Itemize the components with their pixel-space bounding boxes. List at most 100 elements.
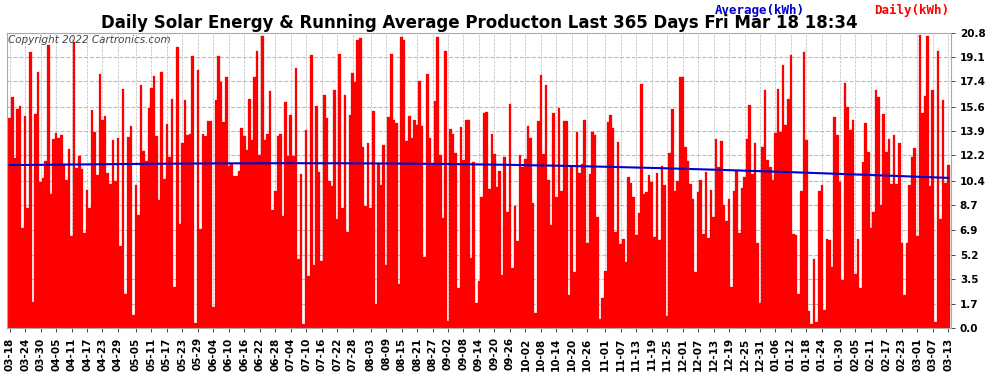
Bar [339, 54, 341, 328]
Bar [106, 173, 109, 328]
Bar [445, 51, 446, 328]
Bar [937, 51, 940, 328]
Bar [882, 114, 885, 328]
Bar [424, 257, 426, 328]
Bar [697, 192, 699, 328]
Bar [279, 134, 282, 328]
Title: Daily Solar Energy & Running Average Producton Last 365 Days Fri Mar 18 18:34: Daily Solar Energy & Running Average Pro… [101, 13, 857, 32]
Bar [498, 171, 501, 328]
Bar [736, 171, 739, 328]
Bar [408, 116, 411, 328]
Bar [393, 120, 395, 328]
Bar [143, 152, 145, 328]
Bar [630, 183, 633, 328]
Bar [176, 47, 178, 328]
Bar [805, 141, 808, 328]
Bar [230, 164, 233, 328]
Bar [944, 183, 947, 328]
Bar [877, 97, 880, 328]
Bar [462, 160, 464, 328]
Bar [834, 117, 837, 328]
Bar [633, 197, 635, 328]
Bar [547, 180, 549, 328]
Bar [467, 120, 470, 328]
Bar [52, 139, 54, 328]
Bar [475, 303, 477, 328]
Bar [514, 206, 517, 328]
Bar [800, 191, 803, 328]
Bar [181, 143, 184, 328]
Bar [854, 274, 856, 328]
Bar [916, 236, 919, 328]
Bar [212, 307, 215, 328]
Bar [140, 86, 143, 328]
Bar [782, 65, 784, 328]
Bar [784, 125, 787, 328]
Bar [655, 173, 658, 328]
Bar [398, 284, 400, 328]
Bar [145, 162, 148, 328]
Bar [501, 275, 504, 328]
Bar [758, 303, 761, 328]
Bar [328, 182, 331, 328]
Bar [650, 182, 653, 328]
Bar [795, 235, 797, 328]
Bar [276, 136, 279, 328]
Bar [217, 57, 220, 328]
Bar [658, 240, 660, 328]
Bar [702, 234, 705, 328]
Bar [112, 140, 114, 328]
Bar [125, 294, 127, 328]
Bar [207, 121, 210, 328]
Bar [647, 176, 650, 328]
Bar [334, 90, 336, 328]
Bar [21, 228, 24, 328]
Bar [344, 95, 346, 328]
Bar [707, 238, 710, 328]
Bar [258, 156, 261, 328]
Bar [620, 244, 622, 328]
Bar [127, 137, 130, 328]
Bar [457, 288, 459, 328]
Bar [24, 116, 27, 328]
Bar [109, 184, 112, 328]
Bar [287, 156, 289, 328]
Bar [862, 162, 864, 328]
Bar [454, 153, 457, 328]
Bar [705, 172, 707, 328]
Bar [197, 70, 199, 328]
Bar [421, 126, 424, 328]
Bar [351, 72, 353, 328]
Bar [555, 198, 557, 328]
Bar [411, 138, 413, 328]
Bar [496, 188, 498, 328]
Bar [790, 55, 792, 328]
Bar [158, 200, 160, 328]
Bar [573, 272, 575, 328]
Bar [353, 82, 356, 328]
Bar [808, 311, 810, 328]
Bar [903, 295, 906, 328]
Bar [588, 174, 591, 328]
Bar [372, 111, 374, 328]
Bar [549, 225, 552, 328]
Bar [27, 208, 29, 328]
Bar [578, 173, 581, 328]
Bar [826, 238, 829, 328]
Bar [748, 105, 751, 328]
Bar [331, 186, 334, 328]
Bar [628, 177, 630, 328]
Bar [947, 165, 949, 328]
Bar [715, 139, 718, 328]
Bar [451, 134, 454, 328]
Bar [885, 152, 888, 328]
Bar [165, 124, 168, 328]
Bar [594, 135, 596, 328]
Bar [310, 55, 313, 328]
Bar [581, 164, 583, 328]
Bar [769, 167, 771, 328]
Bar [818, 191, 821, 328]
Bar [875, 90, 877, 328]
Bar [766, 160, 769, 328]
Bar [583, 120, 586, 328]
